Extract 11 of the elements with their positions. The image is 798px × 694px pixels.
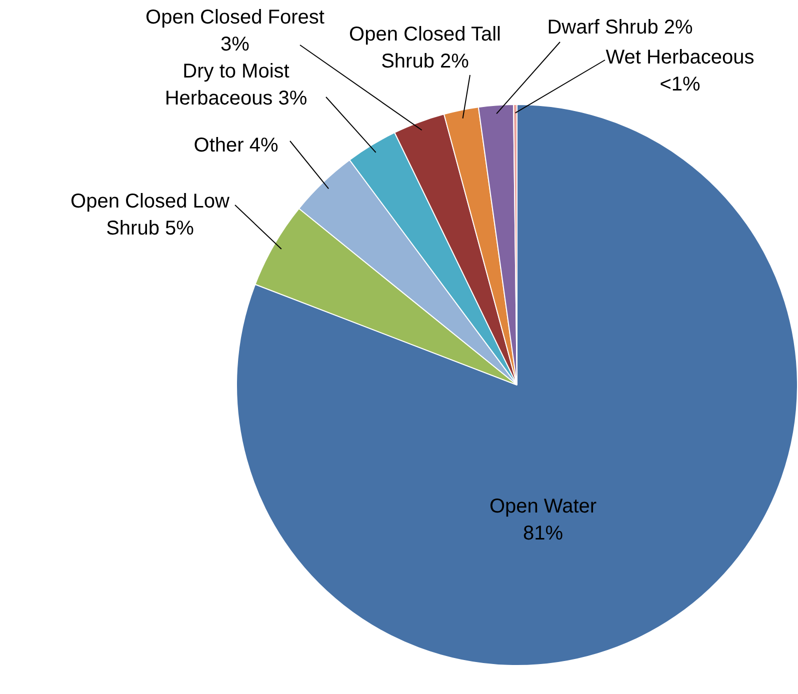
slice-label: Open Closed Low Shrub 5%	[70, 190, 230, 240]
slice-label: Open Water	[489, 496, 597, 518]
data-label: <1%	[660, 74, 701, 96]
data-label: 3%	[220, 34, 250, 56]
slice-label: Open Closed Forest	[146, 6, 325, 29]
slice-label: Dwarf Shrub 2%	[547, 16, 694, 39]
data-label: 81%	[522, 522, 564, 545]
slice-label: Open Closed Tall Shrub 2%	[349, 24, 501, 73]
slice-label: Dry to Moist Herbaceous 3%	[164, 60, 308, 110]
slice-label: Wet Herbaceous	[606, 46, 754, 69]
slice-label: Other 4%	[194, 134, 278, 157]
